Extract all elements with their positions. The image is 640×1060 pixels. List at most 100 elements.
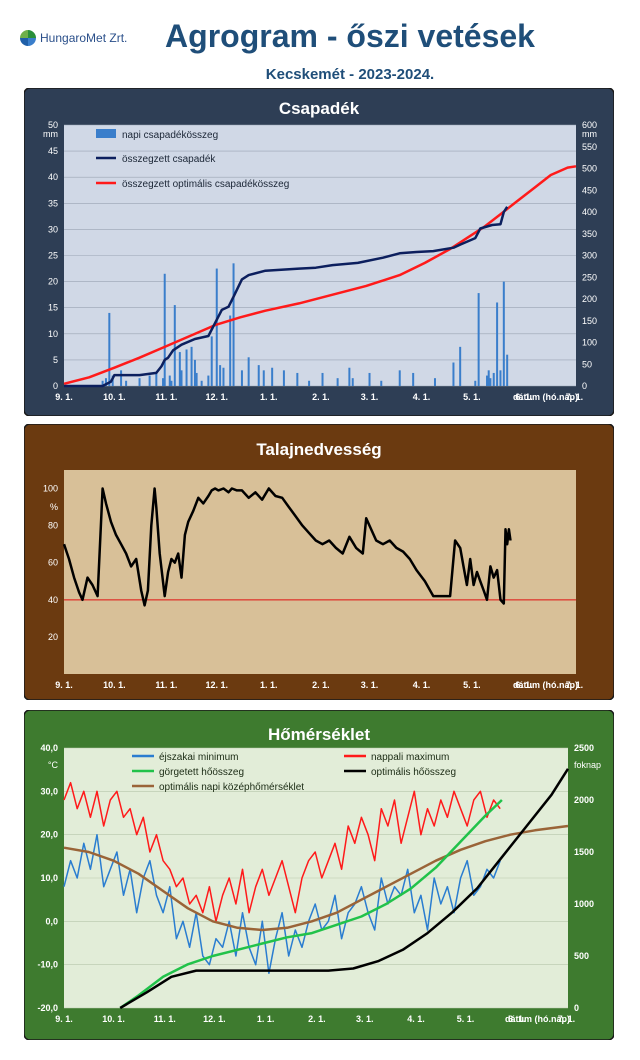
- y2-tick-label: 50: [582, 359, 592, 369]
- x-axis-label: dátum (hó.nap): [513, 680, 578, 690]
- precip-bar: [178, 352, 181, 386]
- chart-title: Hőmérséklet: [268, 725, 370, 744]
- precip-bar: [195, 372, 198, 386]
- x-tick-label: 6. 1.: [515, 680, 533, 690]
- night-min-line: [63, 833, 501, 975]
- legend-label: optimális napi középhőmérséklet: [159, 782, 304, 793]
- precip-bar: [489, 378, 492, 386]
- y-tick-label: 40: [48, 595, 58, 605]
- precip-bar: [351, 378, 354, 386]
- precip-bar: [247, 357, 250, 386]
- soil-moisture-chart: Talajnedvesség 20 40 60 80 100% 9. 1. 10. 1. 11.…: [23, 423, 615, 701]
- chart-title: Csapadék: [279, 99, 360, 118]
- x-tick-label: 12. 1.: [205, 680, 228, 690]
- y2-tick-label: 2000: [574, 795, 594, 805]
- legend-swatch: [96, 129, 116, 138]
- x-tick-label: 9. 1.: [55, 680, 73, 690]
- soil-panel: Talajnedvesség 20 40 60 80 100% 9. 1. 10. 1. 11.…: [23, 423, 615, 701]
- precip-bar: [200, 380, 203, 386]
- precip-bar: [308, 380, 311, 386]
- precip-bar: [271, 367, 274, 386]
- precip-bar: [487, 370, 490, 386]
- x-tick-label: 5. 1.: [463, 680, 481, 690]
- x-tick-label: 6. 1.: [508, 1014, 526, 1024]
- y-tick-label: 0: [53, 381, 58, 391]
- precip-bar: [492, 372, 495, 386]
- y2-tick-label: 500: [582, 164, 597, 174]
- legend-label: éjszakai minimum: [159, 752, 238, 763]
- precip-bar: [125, 380, 128, 386]
- plot-area: [64, 470, 576, 674]
- y2-tick-label: 150: [582, 316, 597, 326]
- x-tick-label: 4. 1.: [407, 1014, 425, 1024]
- y-tick-label: 50: [48, 120, 58, 130]
- precip-bar: [185, 349, 188, 386]
- x-axis-label: dátum (hó.nap): [513, 392, 578, 402]
- x-tick-label: 5. 1.: [457, 1014, 475, 1024]
- precip-bar: [477, 293, 480, 386]
- precip-bar: [496, 302, 499, 386]
- x-axis-label: dátum (hó.nap): [505, 1014, 570, 1024]
- precip-bar: [486, 375, 489, 386]
- y2-tick-label: 350: [582, 229, 597, 239]
- x-tick-label: 11. 1.: [155, 680, 177, 690]
- y-tick-label: 45: [48, 146, 58, 156]
- precip-bar: [282, 370, 285, 386]
- x-tick-label: 2. 1.: [308, 1014, 326, 1024]
- precip-bar: [207, 375, 210, 386]
- page-subtitle: Kecskemét - 2023-2024.: [265, 66, 435, 83]
- y2-tick-label: 550: [582, 142, 597, 152]
- y2-tick-label: 600: [582, 120, 597, 130]
- precip-bar: [108, 312, 111, 386]
- precip-bar: [170, 380, 173, 386]
- y2-axis-label: mm: [582, 129, 597, 139]
- y2-tick-label: 400: [582, 207, 597, 217]
- precip-bar: [173, 305, 176, 386]
- y-tick-label: 100: [43, 484, 58, 494]
- x-tick-label: 3. 1.: [356, 1014, 374, 1024]
- day-max-line: [63, 781, 501, 923]
- x-tick-label: 7. 1.: [566, 680, 584, 690]
- precip-bar: [262, 370, 265, 386]
- y2-tick-label: 250: [582, 272, 597, 282]
- precip-bar: [380, 380, 383, 386]
- rolling-heat-sum-line: [119, 799, 503, 1010]
- page-title: Agrogram - őszi vetések: [165, 18, 535, 54]
- x-tick-label: 10. 1.: [102, 1014, 125, 1024]
- x-tick-label: 2. 1.: [312, 680, 330, 690]
- precip-bar: [232, 263, 235, 386]
- precip-bar: [257, 365, 260, 386]
- precip-bar: [155, 372, 158, 386]
- x-tick-label: 2. 1.: [312, 392, 330, 402]
- y2-tick-label: 300: [582, 251, 597, 261]
- precip-bar: [162, 378, 165, 386]
- y-tick-label: 20: [48, 277, 58, 287]
- x-tick-label: 4. 1.: [413, 392, 431, 402]
- x-tick-label: 9. 1.: [55, 392, 73, 402]
- y-tick-label: 30: [48, 224, 58, 234]
- y-tick-label: 40: [48, 172, 58, 182]
- precip-bar: [368, 372, 371, 386]
- y-axis-label: %: [50, 502, 58, 512]
- y-tick-label: 40,0: [40, 743, 58, 753]
- y-tick-label: 80: [48, 521, 58, 531]
- y2-tick-label: 0: [574, 1003, 579, 1013]
- y-tick-label: -20,0: [37, 1003, 58, 1013]
- precip-bar: [190, 346, 193, 386]
- y-tick-label: 10: [48, 329, 58, 339]
- legend-label: összegzett optimális csapadékösszeg: [122, 179, 289, 190]
- precip-bar: [499, 370, 502, 386]
- y-tick-label: 15: [48, 303, 58, 313]
- optimal-heat-sum-line: [119, 768, 570, 1010]
- precip-bar: [210, 336, 213, 386]
- y-tick-label: 20,0: [40, 830, 58, 840]
- y2-tick-label: 200: [582, 294, 597, 304]
- y2-tick-label: 450: [582, 185, 597, 195]
- y-tick-label: -10,0: [37, 960, 58, 970]
- x-tick-label: 7. 1.: [558, 1014, 576, 1024]
- x-tick-label: 1. 1.: [260, 680, 278, 690]
- precip-bar: [348, 367, 351, 386]
- precip-chart: Csapadék05101520253035404550050100150200…: [23, 87, 615, 417]
- precip-bar: [163, 273, 166, 386]
- precip-bar: [180, 370, 183, 386]
